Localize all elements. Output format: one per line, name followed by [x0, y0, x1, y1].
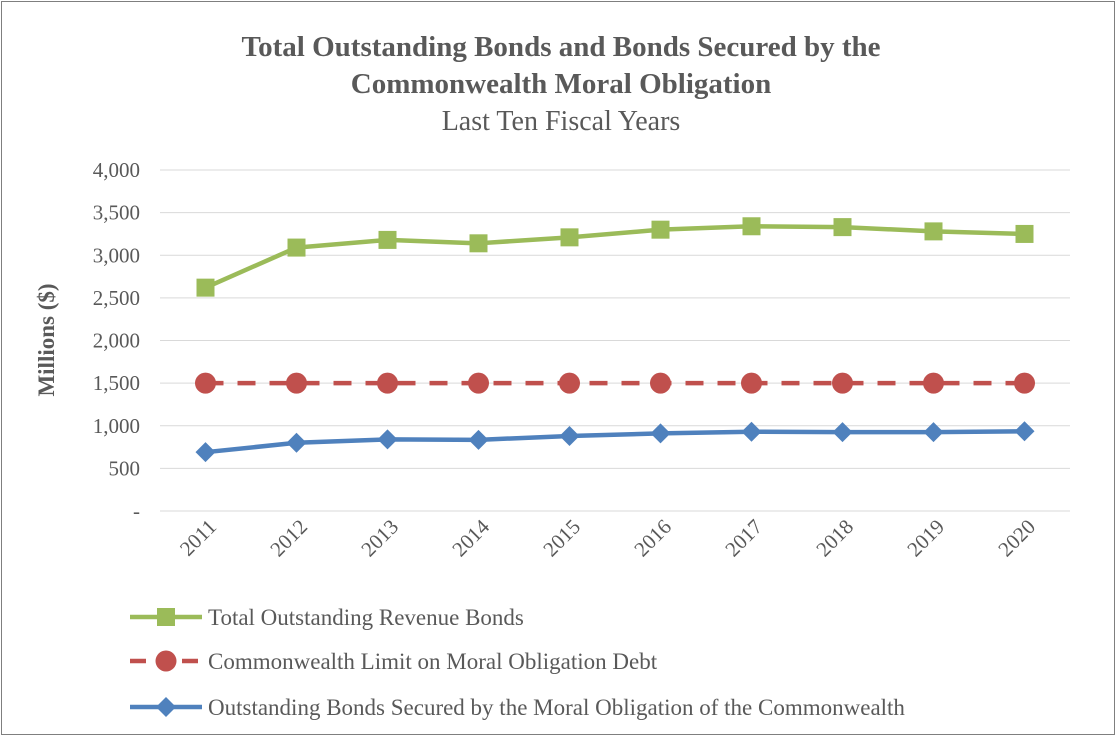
x-tick-label: 2019: [902, 515, 949, 562]
x-tick-label: 2015: [538, 515, 585, 562]
data-point: [833, 218, 852, 237]
y-tick-label: 2,500: [93, 286, 140, 310]
data-point: [1014, 421, 1035, 442]
data-point: [924, 222, 943, 241]
data-point: [468, 372, 489, 394]
x-axis-ticks: 2011 2012 2013 2014 2015 2016 2017 2018 2019 2020: [175, 514, 1040, 561]
y-tick-label: 2,000: [93, 329, 140, 353]
data-point: [650, 372, 671, 394]
legend-label: Commonwealth Limit on Moral Obligation D…: [208, 649, 658, 674]
data-point: [286, 432, 307, 453]
data-point: [377, 372, 398, 394]
y-tick-label: 1,500: [93, 371, 140, 395]
x-tick-label: 2018: [811, 515, 858, 562]
series-3: [195, 421, 1035, 463]
chart-subtitle: Last Ten Fiscal Years: [442, 106, 681, 137]
data-point: [832, 372, 853, 394]
data-point: [195, 372, 216, 394]
data-point: [1015, 224, 1034, 243]
data-point: [560, 228, 579, 247]
series-line: [203, 429, 1027, 455]
data-point: [650, 423, 671, 444]
series-2: [195, 372, 1035, 394]
data-point: [651, 220, 670, 239]
legend-marker: [155, 650, 177, 672]
legend-label: Total Outstanding Revenue Bonds: [208, 605, 524, 630]
y-axis-label: Millions ($): [34, 283, 59, 396]
series-1: [196, 217, 1034, 297]
x-tick-label: 2016: [629, 515, 676, 562]
chart-title-line-1: Total Outstanding Bonds and Bonds Secure…: [241, 31, 880, 63]
data-point: [469, 234, 488, 253]
data-point: [1014, 372, 1035, 394]
data-point: [741, 372, 762, 394]
x-tick-label: 2014: [447, 514, 494, 561]
series-layer: [195, 217, 1035, 463]
y-tick-label: -: [133, 499, 140, 523]
legend-entry: Total Outstanding Revenue Bonds: [130, 605, 524, 630]
data-point: [923, 422, 944, 443]
y-tick-label: 3,500: [93, 201, 140, 225]
chart-title-line-2: Commonwealth Moral Obligation: [351, 68, 772, 100]
y-axis-ticks: - 500 1,000 1,500 2,000 2,500 3,000 3,500 4,000: [93, 158, 140, 523]
legend-marker: [157, 608, 175, 626]
y-tick-label: 500: [109, 456, 141, 480]
y-tick-label: 3,000: [93, 243, 140, 267]
data-point: [286, 372, 307, 394]
legend-label: Outstanding Bonds Secured by the Moral O…: [208, 695, 905, 720]
data-point: [195, 442, 216, 463]
data-point: [378, 230, 397, 249]
y-tick-label: 4,000: [93, 158, 140, 182]
data-point: [832, 422, 853, 443]
data-point: [742, 217, 761, 236]
series-line: [203, 224, 1027, 290]
x-tick-label: 2020: [993, 515, 1040, 562]
x-tick-label: 2012: [265, 515, 312, 562]
legend: Total Outstanding Revenue Bonds Commonwea…: [130, 605, 905, 720]
y-tick-label: 1,000: [93, 414, 140, 438]
data-point: [741, 421, 762, 442]
legend-entry: Outstanding Bonds Secured by the Moral O…: [130, 695, 905, 720]
x-tick-label: 2011: [175, 515, 221, 561]
legend-marker: [156, 697, 176, 717]
x-tick-label: 2017: [720, 515, 767, 562]
data-point: [468, 429, 489, 450]
legend-entry: Commonwealth Limit on Moral Obligation D…: [130, 649, 658, 674]
data-point: [287, 238, 306, 257]
data-point: [559, 425, 580, 446]
data-point: [559, 372, 580, 394]
x-tick-label: 2013: [356, 515, 403, 562]
data-point: [196, 278, 215, 297]
gridlines: [160, 169, 1070, 512]
data-point: [923, 372, 944, 394]
data-point: [377, 429, 398, 450]
